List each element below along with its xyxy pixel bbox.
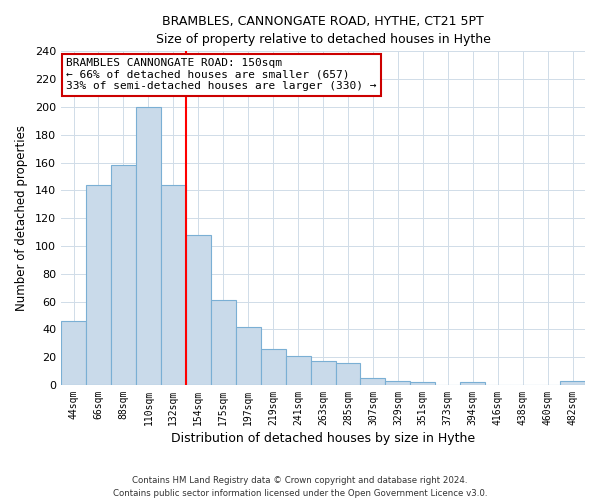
Bar	[361, 378, 385, 385]
Bar	[260, 349, 286, 385]
Y-axis label: Number of detached properties: Number of detached properties	[15, 125, 28, 311]
Bar	[286, 356, 311, 385]
Bar	[560, 381, 585, 385]
Title: BRAMBLES, CANNONGATE ROAD, HYTHE, CT21 5PT
Size of property relative to detached: BRAMBLES, CANNONGATE ROAD, HYTHE, CT21 5…	[155, 15, 490, 46]
Text: Contains HM Land Registry data © Crown copyright and database right 2024.
Contai: Contains HM Land Registry data © Crown c…	[113, 476, 487, 498]
Bar	[111, 166, 136, 385]
Bar	[410, 382, 436, 385]
Bar	[385, 381, 410, 385]
Bar	[335, 362, 361, 385]
Bar	[61, 321, 86, 385]
Bar	[311, 362, 335, 385]
Bar	[211, 300, 236, 385]
Text: BRAMBLES CANNONGATE ROAD: 150sqm
← 66% of detached houses are smaller (657)
33% : BRAMBLES CANNONGATE ROAD: 150sqm ← 66% o…	[66, 58, 377, 91]
Bar	[186, 235, 211, 385]
Bar	[136, 107, 161, 385]
Bar	[460, 382, 485, 385]
Bar	[161, 185, 186, 385]
Bar	[236, 326, 260, 385]
X-axis label: Distribution of detached houses by size in Hythe: Distribution of detached houses by size …	[171, 432, 475, 445]
Bar	[86, 185, 111, 385]
